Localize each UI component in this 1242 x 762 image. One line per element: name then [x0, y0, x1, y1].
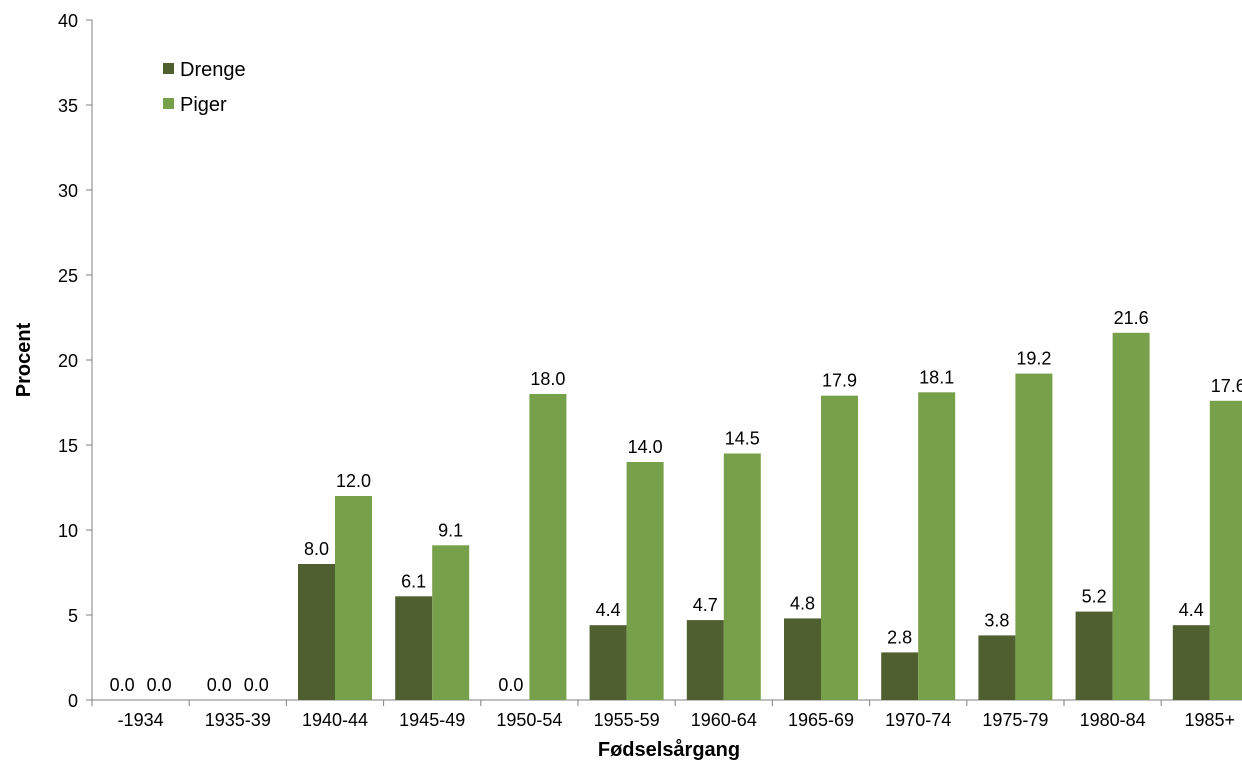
x-tick-label: 1955-59 [594, 710, 660, 730]
bar-piger-3 [432, 545, 470, 700]
bar-drenge-11 [1172, 625, 1210, 700]
data-label-piger: 18.1 [919, 367, 954, 387]
bar-drenge-3 [395, 596, 433, 700]
data-labels: 0.0 0.0 0.0 0.0 8.0 12.0 6.1 9.1 0.0 18.0 4.4 14.0 4… [110, 308, 1242, 695]
data-label-drenge: 4.7 [693, 595, 718, 615]
bar-drenge-8 [881, 652, 919, 700]
bar-piger-6 [723, 453, 761, 700]
data-label-piger: 17.9 [822, 371, 857, 391]
y-axis: 0 5 10 15 20 25 30 35 40 [58, 11, 93, 711]
x-tick-label: 1935-39 [205, 710, 271, 730]
y-tick-label: 35 [58, 96, 78, 116]
data-label-piger: 14.5 [725, 429, 760, 449]
data-label-drenge: 2.8 [887, 627, 912, 647]
legend: Drenge Piger [163, 59, 246, 116]
data-label-drenge: 6.1 [401, 571, 426, 591]
bar-drenge-10 [1075, 611, 1113, 700]
data-label-drenge: 8.0 [304, 539, 329, 559]
legend-swatch-piger [163, 98, 174, 109]
bar-piger-8 [918, 392, 956, 700]
data-label-drenge: 4.8 [790, 593, 815, 613]
data-label-piger: 0.0 [244, 675, 269, 695]
bar-drenge-2 [298, 564, 335, 700]
bar-drenge-6 [686, 620, 724, 700]
legend-swatch-drenge [163, 63, 174, 74]
bar-drenge-9 [978, 635, 1016, 700]
bar-piger-4 [529, 394, 567, 700]
y-axis-title: Procent [13, 322, 35, 397]
x-tick-label: 1945-49 [399, 710, 465, 730]
data-label-drenge: 4.4 [596, 600, 621, 620]
x-tick-label: 1980-84 [1080, 710, 1146, 730]
x-tick-label: 1960-64 [691, 710, 757, 730]
bar-piger-11 [1209, 400, 1242, 700]
y-tick-label: 25 [58, 266, 78, 286]
x-axis-title: Fødselsårgang [598, 738, 740, 761]
y-tick-label: 0 [68, 691, 78, 711]
x-tick-label: 1985+ [1185, 710, 1236, 730]
data-label-drenge: 4.4 [1179, 600, 1204, 620]
y-tick-label: 5 [68, 606, 78, 626]
y-tick-label: 40 [58, 11, 78, 31]
y-tick-label: 10 [58, 521, 78, 541]
data-label-piger: 0.0 [147, 675, 172, 695]
x-tick-label: -1934 [118, 710, 164, 730]
x-tick-label: 1975-79 [982, 710, 1048, 730]
x-tick-label: 1940-44 [302, 710, 368, 730]
bar-piger-5 [626, 462, 664, 700]
x-tick-label: 1970-74 [885, 710, 951, 730]
bar-piger-2 [335, 496, 372, 700]
data-label-drenge: 3.8 [984, 610, 1009, 630]
legend-label-drenge: Drenge [180, 59, 246, 81]
y-tick-label: 15 [58, 436, 78, 456]
x-tick-label: 1965-69 [788, 710, 854, 730]
legend-label-piger: Piger [180, 94, 227, 116]
data-label-piger: 18.0 [530, 369, 565, 389]
data-label-piger: 12.0 [336, 471, 371, 491]
bar-drenge-7 [784, 618, 821, 700]
bar-drenge-5 [589, 625, 627, 700]
data-label-piger: 14.0 [628, 437, 663, 457]
y-tick-label: 30 [58, 181, 78, 201]
bar-piger-9 [1015, 373, 1053, 700]
data-label-drenge: 0.0 [110, 675, 135, 695]
x-tick-label: 1950-54 [496, 710, 562, 730]
data-label-piger: 21.6 [1114, 308, 1149, 328]
x-axis: -1934 1935-39 1940-44 1945-49 1950-54 1955-59… [91, 699, 1242, 730]
y-tick-label: 20 [58, 351, 78, 371]
data-label-piger: 17.6 [1211, 376, 1242, 396]
bars [298, 332, 1242, 700]
data-label-drenge: 0.0 [498, 675, 523, 695]
bar-piger-10 [1112, 332, 1150, 700]
data-label-drenge: 0.0 [207, 675, 232, 695]
data-label-drenge: 5.2 [1082, 587, 1107, 607]
bar-piger-7 [821, 395, 858, 700]
data-label-piger: 9.1 [438, 520, 463, 540]
data-label-piger: 19.2 [1016, 349, 1051, 369]
